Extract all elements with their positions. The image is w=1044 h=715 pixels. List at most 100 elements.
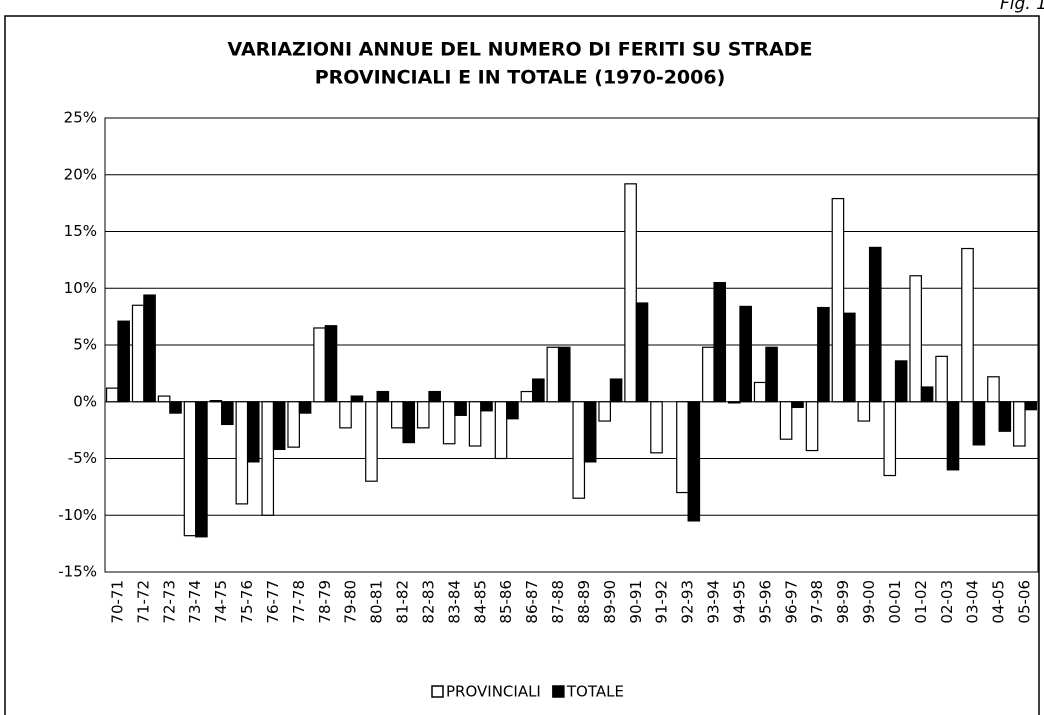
bar (157, 395, 171, 403)
bar (972, 401, 986, 446)
bar (313, 327, 326, 403)
bar (987, 376, 1000, 403)
x-tick-label: 77-78 (290, 580, 308, 624)
bar (506, 401, 519, 420)
x-tick-label: 03-04 (964, 580, 982, 624)
x-tick-label: 84-85 (471, 580, 489, 624)
bar (557, 346, 571, 403)
x-tick-label: 80-81 (368, 580, 386, 624)
bar (598, 401, 611, 422)
frame (4, 15, 1040, 715)
y-tick-label: 25% (64, 109, 97, 127)
bar (416, 401, 430, 429)
x-tick-label: 05-06 (1016, 580, 1034, 624)
bar (287, 401, 300, 448)
bar (350, 395, 364, 403)
x-tick-label: 93-94 (705, 580, 723, 624)
bar (650, 401, 663, 454)
bar (454, 401, 467, 416)
bar (765, 346, 778, 403)
figure-label: Fig. 14. (1000, 0, 1044, 14)
bar (391, 401, 404, 429)
bar (298, 401, 312, 414)
y-tick-label: 20% (64, 165, 97, 183)
x-tick-label: 89-90 (601, 580, 619, 624)
bar (857, 401, 871, 422)
x-tick-label: 81-82 (394, 580, 412, 624)
bar (365, 401, 378, 482)
bar (635, 302, 649, 403)
bar (935, 355, 948, 403)
bar (324, 325, 338, 403)
bar (131, 304, 145, 403)
x-tick-label: 00-01 (886, 580, 904, 624)
bar (376, 390, 390, 403)
bar (468, 401, 482, 447)
x-tick-label: 74-75 (212, 580, 230, 624)
x-tick-label: 92-93 (679, 580, 697, 624)
x-tick-label: 82-83 (419, 580, 437, 624)
bar (402, 401, 416, 444)
bar (831, 197, 845, 403)
bar (817, 306, 830, 403)
x-tick-label: 04-05 (990, 580, 1008, 624)
bar (272, 401, 286, 451)
bar (546, 346, 560, 403)
x-tick-label: 73-74 (186, 580, 204, 624)
bar (727, 401, 741, 404)
bar (117, 320, 130, 403)
bar (791, 401, 804, 409)
bar (209, 400, 223, 403)
bar (442, 401, 456, 445)
bar (713, 281, 727, 403)
bar (624, 183, 637, 403)
y-tick-label: -15% (58, 563, 97, 581)
bar (494, 401, 508, 460)
x-tick-label: 87-88 (549, 580, 567, 624)
bar (676, 401, 689, 494)
bar (221, 401, 234, 426)
bar (909, 275, 922, 403)
x-tick-label: 94-95 (730, 580, 748, 624)
bar (532, 378, 545, 403)
bar (169, 401, 182, 414)
bar (779, 401, 793, 440)
bar (868, 246, 882, 403)
x-tick-label: 71-72 (134, 580, 152, 624)
bar (572, 401, 586, 499)
x-tick-label: 01-02 (912, 580, 930, 624)
x-tick-label: 83-84 (445, 580, 463, 624)
bar (739, 305, 752, 403)
x-tick-label: 99-00 (860, 580, 878, 624)
legend-swatch (552, 685, 565, 698)
x-tick-label: 91-92 (653, 580, 671, 624)
bar (894, 360, 908, 403)
y-tick-label: 5% (73, 336, 97, 354)
bar (805, 401, 819, 452)
x-tick-label: 97-98 (808, 580, 826, 624)
x-tick-label: 78-79 (316, 580, 334, 624)
x-tick-label: 96-97 (782, 580, 800, 624)
bar (920, 386, 934, 403)
bar (261, 401, 275, 516)
x-tick-label: 95-96 (756, 580, 774, 624)
legend-label: PROVINCIALI (446, 683, 541, 701)
y-tick-label: 10% (64, 279, 97, 297)
x-tick-label: 85-86 (497, 580, 515, 624)
chart-title: VARIAZIONI ANNUE DEL NUMERO DI FERITI SU… (228, 39, 813, 61)
plot-area (104, 117, 1039, 573)
bar (583, 401, 597, 463)
x-tick-label: 90-91 (627, 580, 645, 624)
x-tick-label: 86-87 (523, 580, 541, 624)
bar (1013, 401, 1026, 447)
bar (702, 346, 715, 403)
bar (246, 401, 260, 463)
y-tick-label: -5% (68, 449, 97, 467)
bar (609, 378, 623, 403)
y-tick-label: -10% (58, 506, 97, 524)
bar (843, 312, 856, 403)
y-tick-label: 0% (73, 392, 97, 410)
bar (998, 401, 1012, 432)
bar (183, 401, 197, 537)
bar (105, 387, 119, 403)
